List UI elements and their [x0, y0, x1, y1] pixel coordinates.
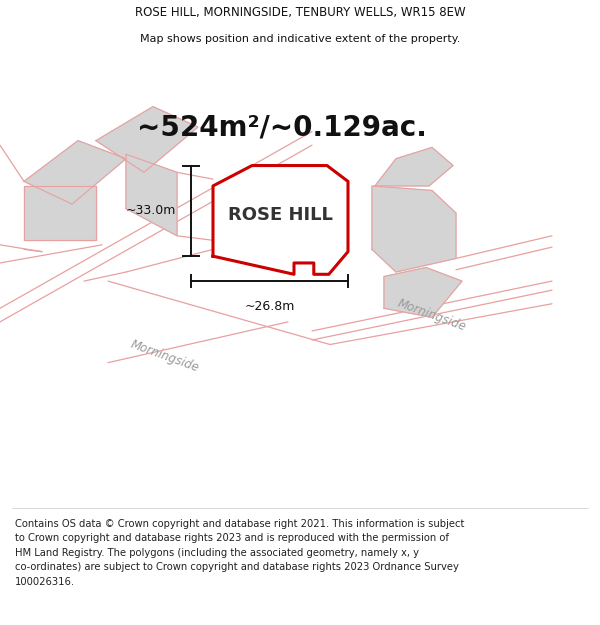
- Text: ~26.8m: ~26.8m: [244, 299, 295, 312]
- Polygon shape: [126, 154, 177, 236]
- Text: ROSE HILL, MORNINGSIDE, TENBURY WELLS, WR15 8EW: ROSE HILL, MORNINGSIDE, TENBURY WELLS, W…: [134, 6, 466, 19]
- Polygon shape: [375, 148, 453, 186]
- Polygon shape: [384, 268, 462, 318]
- Polygon shape: [24, 141, 126, 204]
- Text: ROSE HILL: ROSE HILL: [229, 206, 333, 224]
- Polygon shape: [372, 186, 456, 272]
- Polygon shape: [96, 107, 198, 172]
- Text: Morningside: Morningside: [129, 338, 201, 374]
- Text: ~33.0m: ~33.0m: [125, 204, 176, 217]
- Polygon shape: [24, 186, 96, 240]
- Polygon shape: [213, 166, 348, 274]
- Text: Contains OS data © Crown copyright and database right 2021. This information is : Contains OS data © Crown copyright and d…: [15, 519, 464, 587]
- Text: ~524m²/~0.129ac.: ~524m²/~0.129ac.: [137, 113, 427, 141]
- Text: Morningside: Morningside: [396, 297, 468, 334]
- Text: Map shows position and indicative extent of the property.: Map shows position and indicative extent…: [140, 34, 460, 44]
